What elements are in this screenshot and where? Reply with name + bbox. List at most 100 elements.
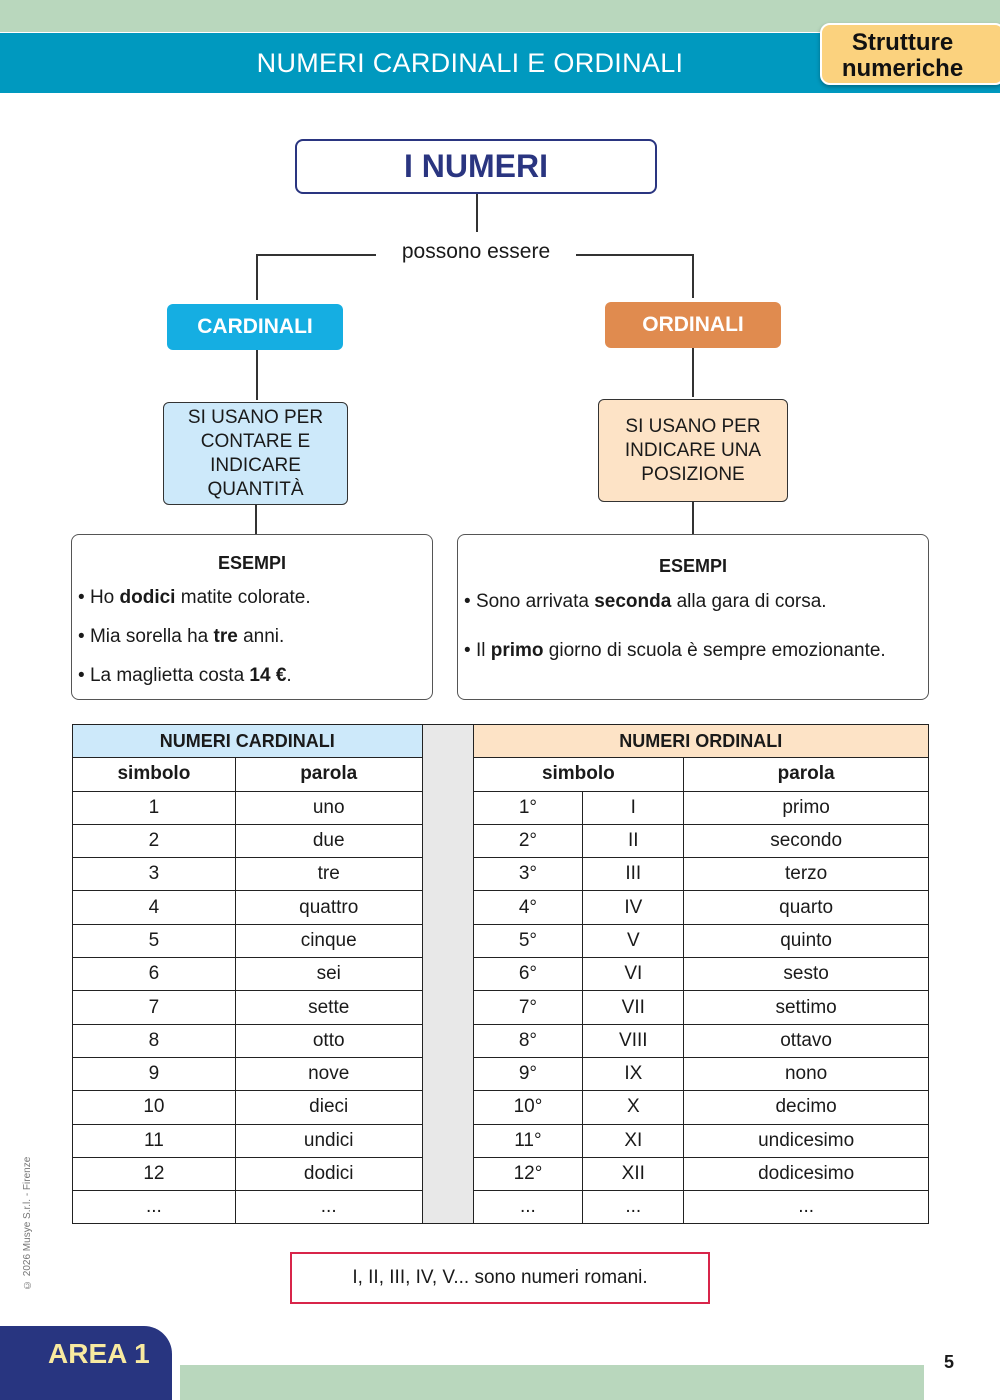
cardinal-word: dieci xyxy=(234,1090,423,1125)
cardinal-word: undici xyxy=(234,1123,423,1158)
cardinal-symbol: 10 xyxy=(72,1090,236,1125)
roman-numeral: V xyxy=(582,923,685,959)
table-row: 4 quattro 4° IV quarto xyxy=(72,890,929,925)
ordinal-word: dodicesimo xyxy=(683,1156,929,1192)
table-row: 8 otto 8° VIII ottavo xyxy=(72,1023,929,1058)
ordinal-word: ... xyxy=(683,1190,929,1225)
connector-line xyxy=(692,348,694,397)
table-row: 6 sei 6° VI sesto xyxy=(72,957,929,992)
table-row: 12 dodici 12° XII dodicesimo xyxy=(72,1156,929,1192)
connector-label: possono essere xyxy=(401,240,551,263)
cardinal-symbol: 5 xyxy=(72,923,236,959)
cardinal-symbol: 2 xyxy=(72,823,236,859)
connector-line xyxy=(692,502,694,534)
ordinal-word: ottavo xyxy=(683,1023,929,1058)
table-gap xyxy=(421,723,474,1225)
cardinal-word: sei xyxy=(234,957,423,992)
ordinal-word: secondo xyxy=(683,823,929,859)
table-row: ............... xyxy=(72,1190,929,1225)
ordinali-header: NUMERI ORDINALI xyxy=(472,723,929,759)
ordinali-examples: ESEMPI • Sono arrivata seconda alla gara… xyxy=(457,534,929,700)
col-symbol: simbolo xyxy=(72,757,236,792)
table-row: 3 tre 3° III terzo xyxy=(72,857,929,892)
cardinal-symbol: 6 xyxy=(72,957,236,992)
cardinal-word: dodici xyxy=(234,1156,423,1192)
col-symbol: simbolo xyxy=(472,757,685,792)
table-row: 2 due 2° II secondo xyxy=(72,823,929,859)
ordinal-word: nono xyxy=(683,1056,929,1092)
cardinal-word: cinque xyxy=(234,923,423,959)
examples-title: ESEMPI xyxy=(217,553,287,573)
cardinal-symbol: 8 xyxy=(72,1023,236,1058)
ordinal-symbol: 11° xyxy=(472,1123,584,1158)
section-tag: Strutture numeriche xyxy=(820,23,1000,85)
table-row: 7 sette 7° VII settimo xyxy=(72,990,929,1025)
cardinal-symbol: 3 xyxy=(72,857,236,892)
roman-numeral: ... xyxy=(582,1190,685,1225)
ordinal-symbol: 2° xyxy=(472,823,584,859)
example-item: • Sono arrivata seconda alla gara di cor… xyxy=(464,591,827,612)
col-word: parola xyxy=(234,757,423,792)
connector-line xyxy=(256,350,258,400)
table-row: 11 undici 11° XI undicesimo xyxy=(72,1123,929,1158)
ordinal-symbol: 10° xyxy=(472,1090,584,1125)
cardinal-word: tre xyxy=(234,857,423,892)
connector-line xyxy=(692,254,694,298)
ordinal-symbol: 5° xyxy=(472,923,584,959)
connector-line xyxy=(255,505,257,534)
page-number: 5 xyxy=(944,1352,955,1372)
ordinal-symbol: 9° xyxy=(472,1056,584,1092)
ordinal-word: sesto xyxy=(683,957,929,992)
ordinal-word: settimo xyxy=(683,990,929,1025)
cardinal-symbol: 11 xyxy=(72,1123,236,1158)
cardinali-description: SI USANO PER CONTARE E INDICARE QUANTITÀ xyxy=(163,402,348,505)
cardinali-header: NUMERI CARDINALI xyxy=(72,723,423,759)
bottom-band xyxy=(180,1365,924,1400)
ordinal-symbol: 1° xyxy=(472,790,584,825)
cardinal-word: uno xyxy=(234,790,423,825)
area-label: AREA 1 xyxy=(0,1326,172,1400)
ordinali-description: SI USANO PER INDICARE UNA POSIZIONE xyxy=(598,399,788,502)
cardinali-box: CARDINALI xyxy=(167,304,343,350)
col-word: parola xyxy=(683,757,929,792)
example-item: • La maglietta costa 14 €. xyxy=(78,665,292,686)
roman-numeral: VIII xyxy=(582,1023,685,1058)
cardinal-symbol: 7 xyxy=(72,990,236,1025)
cardinal-word: sette xyxy=(234,990,423,1025)
connector-line xyxy=(576,254,693,256)
numbers-table: NUMERI CARDINALI NUMERI ORDINALI simbolo… xyxy=(72,723,929,1225)
connector-line xyxy=(256,254,258,300)
cardinal-symbol: 4 xyxy=(72,890,236,925)
table-row: 9 nove 9° IX nono xyxy=(72,1056,929,1092)
ordinal-symbol: 6° xyxy=(472,957,584,992)
roman-numeral: VII xyxy=(582,990,685,1025)
roman-numeral: IV xyxy=(582,890,685,925)
ordinal-word: quarto xyxy=(683,890,929,925)
cardinal-symbol: 9 xyxy=(72,1056,236,1092)
ordinal-word: terzo xyxy=(683,857,929,892)
example-item: • Mia sorella ha tre anni. xyxy=(78,626,285,647)
ordinal-word: primo xyxy=(683,790,929,825)
ordinal-symbol: 7° xyxy=(472,990,584,1025)
root-concept: I NUMERI xyxy=(295,139,657,194)
roman-numeral: III xyxy=(582,857,685,892)
cardinal-word: due xyxy=(234,823,423,859)
copyright: © 2026 Musye S.r.l. - Firenze xyxy=(22,1156,33,1290)
connector-line xyxy=(256,254,376,256)
ordinal-symbol: 3° xyxy=(472,857,584,892)
cardinal-symbol: 12 xyxy=(72,1156,236,1192)
cardinal-symbol: ... xyxy=(72,1190,236,1225)
ordinal-symbol: 4° xyxy=(472,890,584,925)
ordinali-box: ORDINALI xyxy=(605,302,781,348)
cardinal-word: nove xyxy=(234,1056,423,1092)
roman-numeral: IX xyxy=(582,1056,685,1092)
cardinal-word: otto xyxy=(234,1023,423,1058)
roman-numeral: VI xyxy=(582,957,685,992)
ordinal-word: decimo xyxy=(683,1090,929,1125)
roman-numeral: I xyxy=(582,790,685,825)
ordinal-symbol: 8° xyxy=(472,1023,584,1058)
ordinal-symbol: 12° xyxy=(472,1156,584,1192)
